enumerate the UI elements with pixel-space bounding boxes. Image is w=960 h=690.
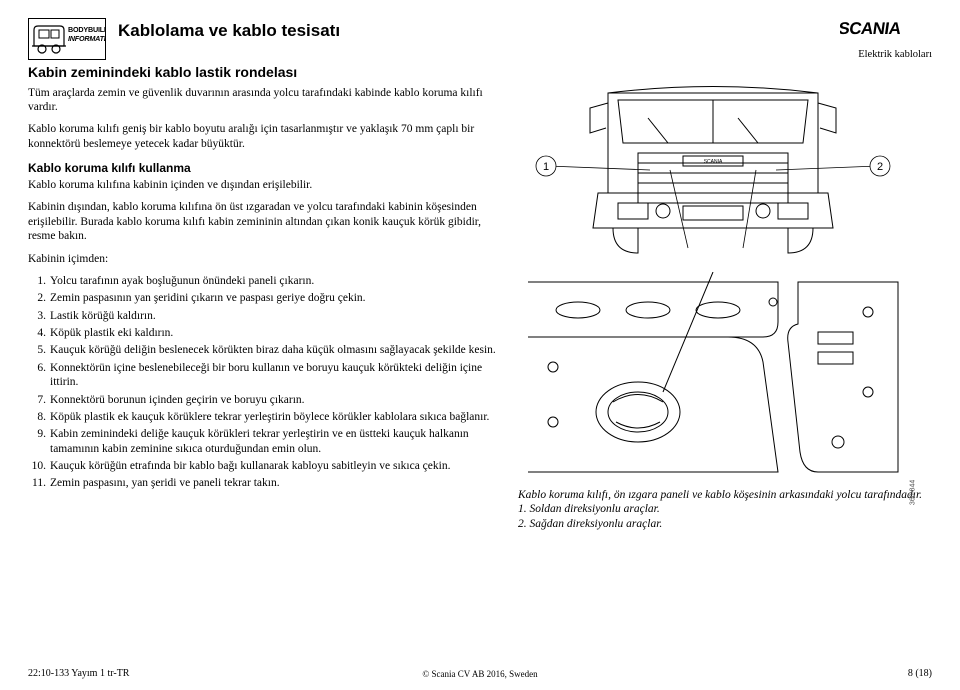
callout-1: 1 xyxy=(543,161,549,173)
caption-line2: 2. Sağdan direksiyonlu araçlar. xyxy=(518,517,932,531)
step-item: Konnektörü borunun içinden geçirin ve bo… xyxy=(28,393,498,407)
step-item: Yolcu tarafının ayak boşluğunun önündeki… xyxy=(28,274,498,288)
para-erisim: Kablo koruma kılıfına kabinin içinden ve… xyxy=(28,178,498,192)
svg-text:SCANIA: SCANIA xyxy=(840,19,902,38)
para-kilif: Kablo koruma kılıfı geniş bir kablo boyu… xyxy=(28,122,498,151)
svg-text:BODYBUILDING: BODYBUILDING xyxy=(68,25,106,34)
para-icimden-label: Kabinin içimden: xyxy=(28,252,498,266)
figure-caption: Kablo koruma kılıfı, ön ızgara paneli ve… xyxy=(518,488,932,531)
heading-kullanma: Kablo koruma kılıfı kullanma xyxy=(28,161,498,176)
step-item: Zemin paspasının yan şeridini çıkarın ve… xyxy=(28,291,498,305)
step-item: Köpük plastik eki kaldırın. xyxy=(28,326,498,340)
callout-2: 2 xyxy=(877,161,883,173)
heading-kabin: Kabin zeminindeki kablo lastik rondelası xyxy=(28,64,498,82)
figure-detail-grommet: 368 844 xyxy=(518,272,908,482)
page-footer: 22:10-133 Yayım 1 tr-TR © Scania CV AB 2… xyxy=(28,668,932,681)
para-intro: Tüm araçlarda zemin ve güvenlik duvarını… xyxy=(28,86,498,115)
svg-text:INFORMATION: INFORMATION xyxy=(68,34,106,43)
document-title: Kablolama ve kablo tesisatı xyxy=(118,20,828,41)
footer-center: © Scania CV AB 2016, Sweden xyxy=(28,669,932,680)
steps-list: Yolcu tarafının ayak boşluğunun önündeki… xyxy=(28,274,498,491)
figure-code: 368 844 xyxy=(909,480,918,505)
step-item: Zemin paspasını, yan şeridi ve paneli te… xyxy=(28,476,498,490)
step-item: Kabin zeminindeki deliğe kauçuk körükler… xyxy=(28,427,498,456)
bodybuilding-info-logo: BODYBUILDING INFORMATION xyxy=(28,18,106,60)
scania-logo: SCANIA xyxy=(840,18,932,40)
step-item: Lastik körüğü kaldırın. xyxy=(28,309,498,323)
svg-text:SCANIA: SCANIA xyxy=(704,159,723,165)
step-item: Konnektörün içine beslenebileceği bir bo… xyxy=(28,361,498,390)
section-label: Elektrik kabloları xyxy=(858,48,932,61)
figure-truck-front: 1 2 SCANIA xyxy=(518,78,908,268)
para-disindan: Kabinin dışından, kablo koruma kılıfına … xyxy=(28,200,498,243)
caption-line1: 1. Soldan direksiyonlu araçlar. xyxy=(518,502,932,516)
step-item: Köpük plastik ek kauçuk körüklere tekrar… xyxy=(28,410,498,424)
step-item: Kauçuk körüğün etrafında bir kablo bağı … xyxy=(28,459,498,473)
caption-main: Kablo koruma kılıfı, ön ızgara paneli ve… xyxy=(518,488,932,502)
step-item: Kauçuk körüğü deliğin beslenecek körükte… xyxy=(28,343,498,357)
